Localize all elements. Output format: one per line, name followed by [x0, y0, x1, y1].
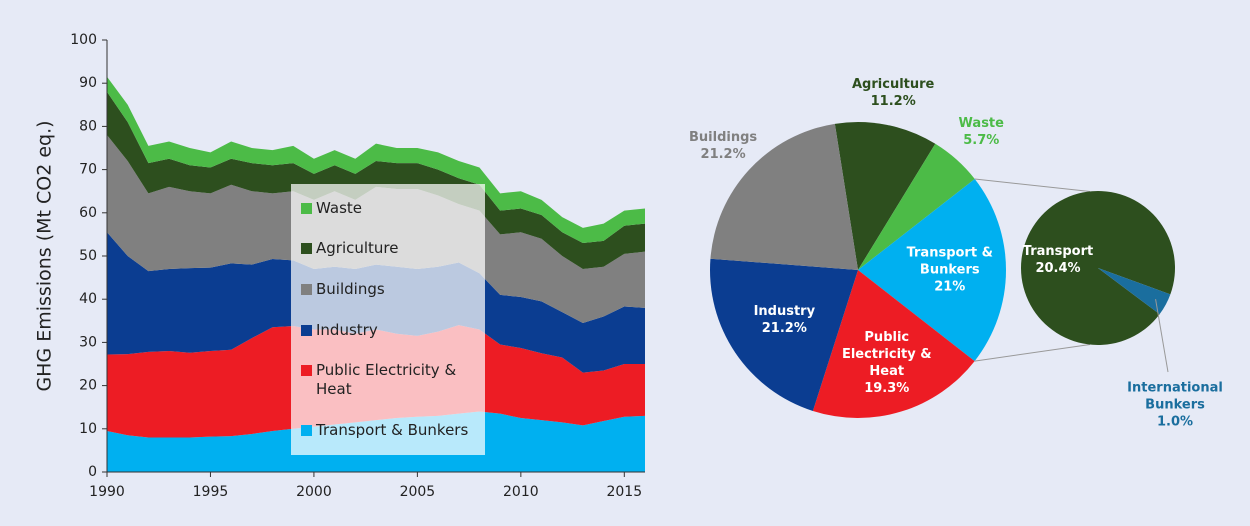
- pie-label: Buildings 21.2%: [675, 129, 771, 163]
- slice-value: 21.2%: [761, 320, 807, 336]
- y-tick-label: 80: [79, 118, 97, 134]
- x-tick-label: 2005: [400, 484, 436, 500]
- legend-swatch: [301, 284, 312, 296]
- y-axis-label: GHG Emissions (Mt CO2 eq.): [34, 120, 56, 391]
- legend-swatch: [301, 202, 312, 214]
- pie-slice: [710, 258, 858, 411]
- connector: [974, 344, 1091, 362]
- legend-item: Public Electricity & Heat: [301, 361, 485, 399]
- pie-slice: [858, 179, 1007, 362]
- pie-label: Transport & Bunkers 21%: [902, 245, 998, 296]
- y-tick-label: 60: [79, 205, 97, 221]
- legend-swatch: [301, 324, 312, 336]
- slice-value: 20.4%: [1035, 261, 1081, 276]
- connector: [974, 178, 1091, 192]
- pie-label: Transport 20.4%: [1010, 243, 1106, 277]
- y-tick-label: 0: [88, 464, 97, 480]
- slice-value: 5.7%: [963, 133, 1000, 149]
- pie-label: Waste 5.7%: [933, 115, 1029, 149]
- slice-name: International Bunkers: [1127, 380, 1223, 413]
- y-tick-label: 100: [70, 32, 97, 48]
- x-tick-label: 2010: [503, 484, 539, 500]
- legend-label: Agriculture: [316, 239, 399, 258]
- legend: Waste Agriculture Buildings Industry Public …: [291, 184, 485, 455]
- y-tick-label: 50: [79, 248, 97, 264]
- pie-slice: [858, 143, 975, 270]
- pie-slice: [1020, 191, 1175, 346]
- legend-item: Industry: [301, 321, 485, 340]
- legend-swatch: [301, 425, 312, 437]
- slice-name: Public Electricity & Heat: [841, 330, 932, 380]
- y-tick-label: 40: [79, 291, 97, 307]
- y-tick-label: 90: [79, 75, 97, 91]
- legend-label: Waste: [316, 198, 362, 217]
- pie-slice: [1098, 268, 1171, 315]
- pie-slice: [812, 270, 975, 419]
- pie-slice: [834, 122, 936, 271]
- pie-label: Agriculture 11.2%: [845, 76, 941, 110]
- leader-line: [1155, 299, 1169, 373]
- y-tick-label: 30: [79, 334, 97, 350]
- legend-item: Agriculture: [301, 239, 485, 258]
- slice-value: 11.2%: [870, 93, 916, 109]
- legend-swatch: [301, 365, 312, 377]
- legend-item: Buildings: [301, 280, 485, 299]
- legend-label: Transport & Bunkers: [316, 421, 469, 440]
- slice-name: Waste: [958, 116, 1004, 132]
- y-tick-label: 10: [79, 421, 97, 437]
- slice-value: 21%: [934, 279, 966, 295]
- x-tick-label: 2000: [296, 484, 332, 500]
- x-tick-label: 2015: [606, 484, 642, 500]
- x-tick-label: 1990: [89, 484, 125, 500]
- x-tick-label: 1995: [193, 484, 229, 500]
- legend-label: Public Electricity & Heat: [316, 361, 457, 399]
- slice-name: Buildings: [689, 129, 758, 145]
- pie-label: Industry 21.2%: [736, 303, 832, 337]
- pie-label: International Bunkers 1.0%: [1120, 380, 1230, 431]
- pie-label: Public Electricity & Heat 19.3%: [839, 329, 935, 397]
- slice-value: 19.3%: [864, 381, 910, 397]
- y-tick-label: 70: [79, 162, 97, 178]
- slice-name: Transport & Bunkers: [906, 245, 993, 278]
- legend-item: Transport & Bunkers: [301, 421, 485, 440]
- slice-name: Agriculture: [852, 76, 935, 92]
- legend-label: Industry: [316, 320, 378, 339]
- slice-value: 21.2%: [700, 146, 746, 162]
- area: [107, 76, 645, 244]
- pie-slice: [710, 123, 858, 270]
- slice-value: 1.0%: [1156, 414, 1194, 430]
- slice-name: Industry: [753, 303, 816, 319]
- slice-name: Transport: [1022, 244, 1094, 259]
- area: [107, 91, 645, 269]
- legend-label: Buildings: [316, 280, 385, 299]
- legend-item: Waste: [301, 199, 485, 218]
- y-tick-label: 20: [79, 378, 97, 394]
- legend-swatch: [301, 243, 312, 255]
